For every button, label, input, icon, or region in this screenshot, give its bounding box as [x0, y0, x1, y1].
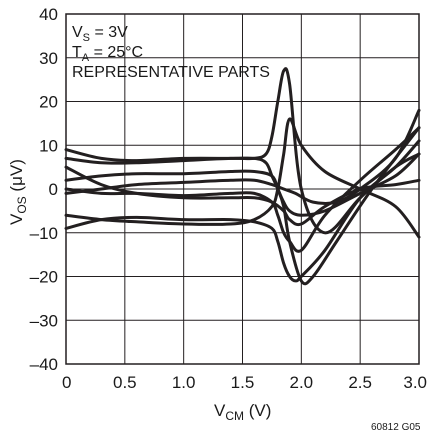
- series-line: [64, 139, 421, 283]
- y-tick-label: 30: [39, 49, 58, 68]
- annotation-vs: VS = 3V: [72, 24, 128, 44]
- annotation-ta: TA = 25°C: [72, 44, 143, 64]
- tick-labels: 0 0.5 1.0 1.5 2.0 2.5 3.0 –40 –30 –20 –10 0 10 20 30 40: [30, 5, 427, 392]
- plot-border: [65, 13, 420, 365]
- y-tick-label: –30: [30, 311, 58, 330]
- x-tick-label: 1.5: [231, 373, 255, 392]
- y-tick-label: 20: [39, 93, 58, 112]
- y-tick-label: –20: [30, 268, 58, 287]
- y-tick-label: –40: [30, 355, 58, 374]
- x-tick-label: 0.5: [113, 373, 137, 392]
- plot-frame: [65, 13, 420, 365]
- y-tick-label: 40: [39, 5, 58, 24]
- series-group: [64, 67, 421, 286]
- x-tick-label: 1.0: [172, 373, 196, 392]
- series-line: [64, 67, 421, 235]
- series-line: [64, 152, 421, 217]
- annotation-parts: REPRESENTATIVE PARTS: [72, 64, 270, 81]
- x-axis-title: VCM (V): [214, 401, 271, 423]
- x-tick-label: 0: [62, 373, 71, 392]
- x-tick-label: 2.0: [290, 373, 314, 392]
- y-tick-label: 0: [49, 180, 58, 199]
- x-tick-label: 2.5: [348, 373, 372, 392]
- series-line: [64, 165, 421, 227]
- y-tick-label: 10: [39, 136, 58, 155]
- figure-code: 60812 G05: [371, 422, 421, 433]
- x-tick-label: 3.0: [403, 373, 427, 392]
- y-axis-title: VOS (μV): [7, 159, 29, 225]
- y-tick-label: –10: [30, 224, 58, 243]
